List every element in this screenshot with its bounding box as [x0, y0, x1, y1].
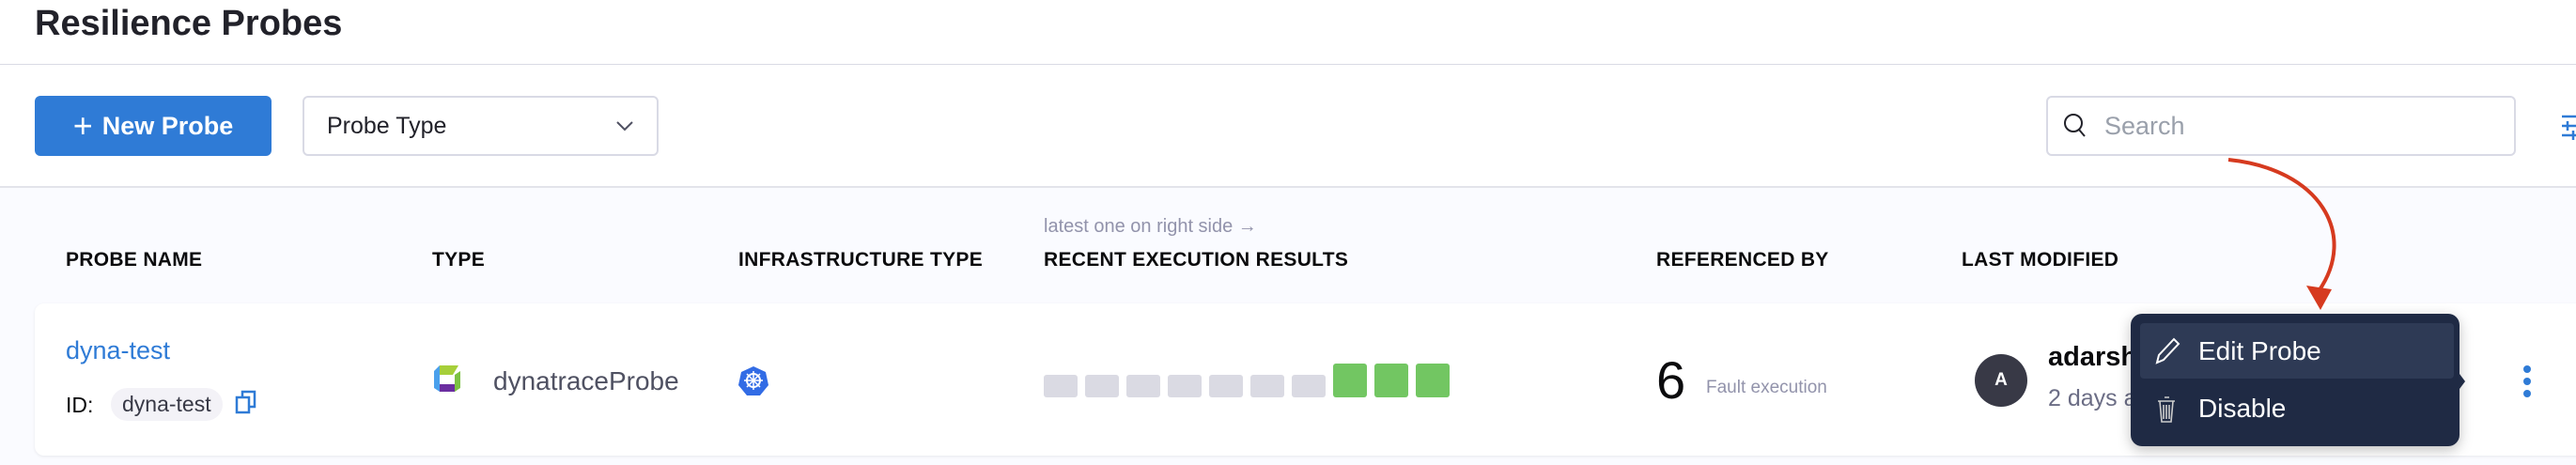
column-header-recent-results: RECENT EXECUTION RESULTS: [1044, 249, 1349, 271]
column-header-referenced-by: REFERENCED BY: [1656, 249, 1829, 271]
menu-item-edit-probe[interactable]: Edit Probe: [2140, 323, 2454, 379]
result-none[interactable]: [1126, 375, 1160, 397]
probe-type: dynatraceProbe: [493, 366, 679, 395]
result-none[interactable]: [1085, 375, 1119, 397]
column-header-infrastructure-type: INFRASTRUCTURE TYPE: [738, 249, 984, 271]
menu-item-disable[interactable]: Disable: [2140, 380, 2454, 436]
page-title: Resilience Probes: [35, 4, 343, 43]
result-none[interactable]: [1292, 375, 1326, 397]
menu-pointer: [2454, 366, 2465, 396]
referenced-count: 6: [1656, 350, 1686, 410]
referenced-text: Fault execution: [1706, 378, 1827, 397]
copy-icon[interactable]: [235, 390, 257, 414]
id-label: ID:: [66, 393, 94, 417]
column-header-type: TYPE: [432, 249, 486, 271]
chevron-down-icon: [616, 121, 633, 132]
result-none[interactable]: [1209, 375, 1243, 397]
execution-hint: latest one on right side →: [1044, 216, 1257, 237]
avatar: A: [1975, 354, 2027, 407]
pencil-icon: [2155, 337, 2180, 364]
probe-type-dropdown[interactable]: Probe Type: [303, 96, 659, 156]
dynatrace-icon: [434, 365, 460, 392]
kubernetes-icon: [738, 366, 768, 395]
search-icon: [2064, 114, 2086, 137]
new-probe-button[interactable]: + New Probe: [35, 96, 272, 156]
plus-icon: +: [72, 106, 93, 145]
result-none[interactable]: [1044, 375, 1078, 397]
divider: [0, 64, 2576, 65]
column-header-last-modified: LAST MODIFIED: [1962, 249, 2119, 271]
context-menu: Edit Probe Disable: [2131, 314, 2460, 446]
search-input[interactable]: Search: [2046, 96, 2516, 156]
trash-icon: [2158, 395, 2175, 423]
result-none[interactable]: [1250, 375, 1284, 397]
result-success[interactable]: [1374, 364, 1408, 397]
divider: [0, 186, 2576, 188]
new-probe-label: New Probe: [101, 111, 234, 140]
probe-name-link[interactable]: dyna-test: [66, 336, 171, 364]
filter-icon[interactable]: [2560, 111, 2576, 141]
result-success[interactable]: [1333, 364, 1367, 397]
menu-item-label: Edit Probe: [2198, 335, 2321, 365]
menu-item-label: Disable: [2198, 393, 2287, 423]
modified-by: adarsh: [2048, 342, 2138, 372]
more-options-icon[interactable]: [2520, 364, 2535, 398]
probe-type-label: Probe Type: [327, 112, 447, 139]
result-success[interactable]: [1416, 364, 1450, 397]
probe-id: dyna-test: [111, 388, 223, 421]
search-placeholder: Search: [2104, 111, 2185, 140]
column-header-probe-name: PROBE NAME: [66, 249, 203, 271]
result-none[interactable]: [1168, 375, 1202, 397]
modified-when: 2 days a: [2048, 385, 2137, 411]
